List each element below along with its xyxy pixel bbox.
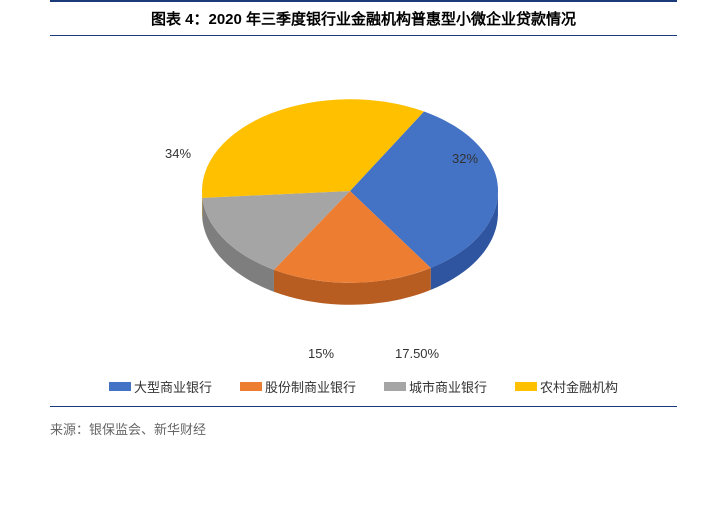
- legend: 大型商业银行 股份制商业银行 城市商业银行 农村金融机构: [50, 377, 677, 396]
- chart-title: 图表 4：2020 年三季度银行业金融机构普惠型小微企业贷款情况: [151, 11, 576, 28]
- legend-text: 大型商业银行: [134, 380, 212, 395]
- pie-slice-label: 32%: [452, 151, 478, 166]
- legend-text: 城市商业银行: [409, 380, 487, 395]
- pie-slice-label: 15%: [308, 346, 334, 361]
- legend-swatch: [240, 382, 262, 391]
- pie-slice-label: 17.50%: [395, 346, 439, 361]
- source: 来源：银保监会、新华财经: [50, 406, 677, 438]
- legend-item: 股份制商业银行: [240, 377, 356, 396]
- legend-swatch: [109, 382, 131, 391]
- legend-text: 股份制商业银行: [265, 380, 356, 395]
- legend-item: 大型商业银行: [109, 377, 212, 396]
- legend-text: 农村金融机构: [540, 380, 618, 395]
- legend-item: 城市商业银行: [384, 377, 487, 396]
- legend-item: 农村金融机构: [515, 377, 618, 396]
- chart-area: 32% 17.50% 15% 34% 大型商业银行 股份制商业银行 城市商业银行 农村金融机…: [50, 46, 677, 406]
- title-bar: 图表 4：2020 年三季度银行业金融机构普惠型小微企业贷款情况: [50, 0, 677, 36]
- pie-svg: [195, 61, 505, 351]
- legend-swatch: [515, 382, 537, 391]
- legend-swatch: [384, 382, 406, 391]
- pie-chart: [195, 61, 505, 351]
- pie-slice-label: 34%: [165, 146, 191, 161]
